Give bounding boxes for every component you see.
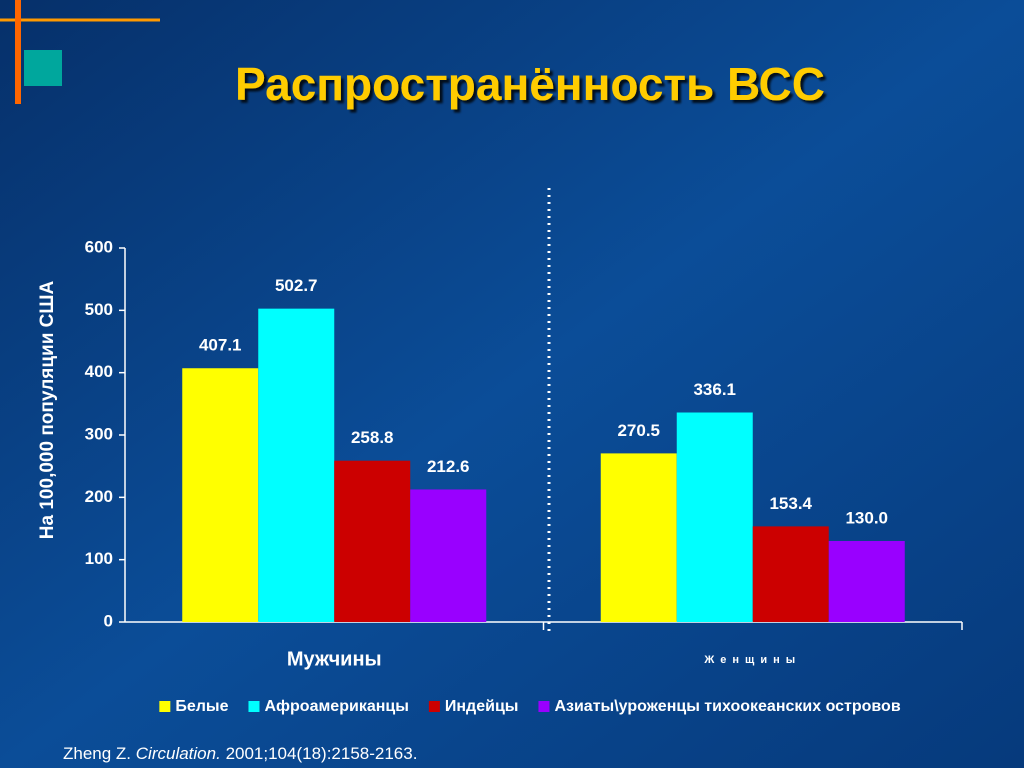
y-tick-label: 400	[85, 362, 113, 381]
y-tick-label: 500	[85, 300, 113, 319]
value-label: 407.1	[199, 336, 242, 355]
legend-label: Афроамериканцы	[264, 698, 408, 715]
x-tick-label: Женщины	[703, 654, 801, 666]
legend-swatch	[159, 701, 171, 712]
value-label: 212.6	[427, 457, 470, 476]
y-tick-label: 200	[85, 487, 113, 506]
bar	[182, 368, 259, 622]
bar	[334, 460, 411, 622]
y-axis-label: На 100,000 популяции США	[37, 281, 58, 540]
bar	[676, 412, 753, 622]
legend-label: Белые	[175, 698, 228, 715]
bar	[752, 526, 829, 622]
citation-journal: Circulation.	[136, 744, 221, 763]
y-tick-label: 0	[104, 611, 113, 630]
y-tick-label: 100	[85, 549, 113, 568]
citation: Zheng Z. Circulation. 2001;104(18):2158-…	[63, 744, 417, 763]
value-label: 502.7	[275, 276, 318, 295]
legend-label: Азиаты\уроженцы тихоокеанских островов	[554, 698, 900, 715]
legend-swatch	[428, 701, 440, 712]
y-tick-label: 300	[85, 424, 113, 443]
bar	[828, 540, 905, 622]
value-label: 336.1	[693, 380, 736, 399]
value-label: 270.5	[617, 421, 660, 440]
citation-details: 2001;104(18):2158-2163.	[226, 744, 418, 763]
legend-swatch	[538, 701, 550, 712]
value-label: 130.0	[845, 508, 888, 527]
value-label: 258.8	[351, 428, 394, 447]
bar	[410, 489, 487, 622]
citation-author: Zheng Z.	[63, 744, 131, 763]
value-label: 153.4	[769, 494, 812, 513]
chart-title: Распространённость ВСС	[235, 58, 825, 110]
x-tick-label: Мужчины	[287, 648, 382, 670]
decor-square	[24, 50, 62, 86]
y-tick-label: 600	[85, 237, 113, 256]
bar	[600, 453, 677, 622]
legend-label: Индейцы	[445, 698, 519, 715]
bar	[258, 308, 335, 622]
legend-swatch	[248, 701, 260, 712]
